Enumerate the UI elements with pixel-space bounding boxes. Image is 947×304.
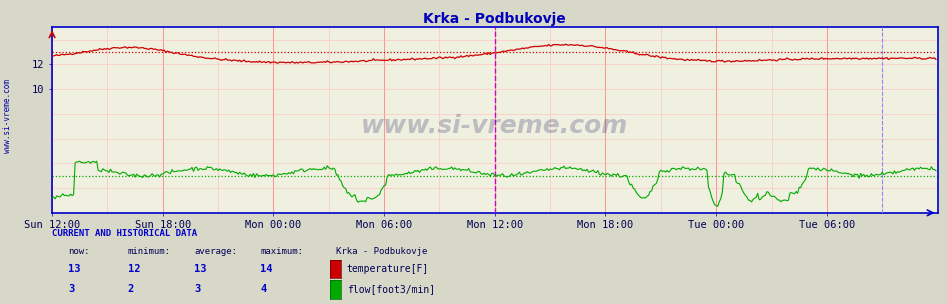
Text: 4: 4 (260, 285, 267, 295)
Text: CURRENT AND HISTORICAL DATA: CURRENT AND HISTORICAL DATA (52, 229, 197, 238)
Text: 13: 13 (194, 264, 206, 274)
Text: www.si-vreme.com: www.si-vreme.com (3, 78, 12, 153)
Text: 14: 14 (260, 264, 273, 274)
Text: flow[foot3/min]: flow[foot3/min] (347, 285, 435, 295)
Text: minimum:: minimum: (128, 247, 170, 256)
Text: temperature[F]: temperature[F] (347, 264, 429, 274)
Title: Krka - Podbukovje: Krka - Podbukovje (423, 12, 566, 26)
Text: maximum:: maximum: (260, 247, 303, 256)
Text: www.si-vreme.com: www.si-vreme.com (361, 114, 629, 138)
Text: Krka - Podbukovje: Krka - Podbukovje (336, 247, 427, 256)
Text: 3: 3 (68, 285, 75, 295)
Text: 13: 13 (68, 264, 80, 274)
Text: 12: 12 (128, 264, 140, 274)
Text: 3: 3 (194, 285, 201, 295)
Text: 2: 2 (128, 285, 134, 295)
Text: now:: now: (68, 247, 90, 256)
Text: average:: average: (194, 247, 237, 256)
